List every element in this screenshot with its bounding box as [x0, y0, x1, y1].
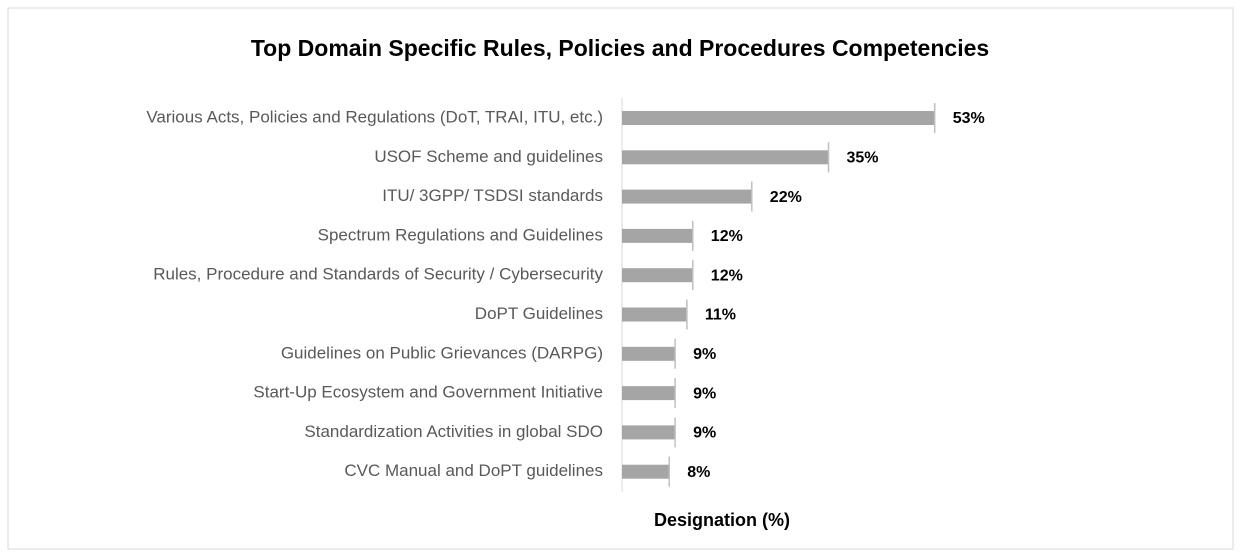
- value-label: 53%: [953, 110, 985, 127]
- bar: [622, 150, 829, 165]
- bar: [622, 189, 752, 204]
- bar: [622, 386, 676, 401]
- bar: [622, 464, 670, 479]
- y-tick-label: Spectrum Regulations and Guidelines: [318, 225, 603, 244]
- value-label: 9%: [693, 385, 716, 402]
- y-tick-label: Start-Up Ecosystem and Government Initia…: [253, 383, 603, 402]
- y-tick-label: Guidelines on Public Grievances (DARPG): [281, 343, 603, 362]
- bar: [622, 425, 676, 440]
- y-tick-label: DoPT Guidelines: [475, 304, 603, 323]
- y-tick-label: CVC Manual and DoPT guidelines: [344, 461, 603, 480]
- y-tick-label: Various Acts, Policies and Regulations (…: [146, 107, 603, 126]
- bar: [622, 228, 693, 243]
- chart-title: Top Domain Specific Rules, Policies and …: [251, 35, 989, 61]
- value-label: 35%: [847, 150, 879, 167]
- value-label: 22%: [770, 189, 802, 206]
- chart-frame: [7, 7, 1234, 550]
- bar: [622, 111, 935, 125]
- y-tick-label: USOF Scheme and guidelines: [374, 147, 603, 166]
- x-axis-label: Designation (%): [654, 510, 790, 530]
- bar: [622, 307, 687, 322]
- value-label: 11%: [705, 307, 736, 324]
- y-tick-label: Rules, Procedure and Standards of Securi…: [153, 265, 603, 284]
- value-label: 12%: [711, 228, 743, 245]
- value-label: 9%: [693, 346, 716, 363]
- bar: [622, 346, 676, 361]
- value-label: 12%: [711, 267, 743, 284]
- value-label: 8%: [687, 464, 710, 481]
- y-tick-label: Standardization Activities in global SDO: [304, 422, 603, 441]
- y-tick-label: ITU/ 3GPP/ TSDSI standards: [382, 186, 603, 205]
- value-label: 9%: [693, 425, 716, 442]
- bar: [622, 268, 693, 283]
